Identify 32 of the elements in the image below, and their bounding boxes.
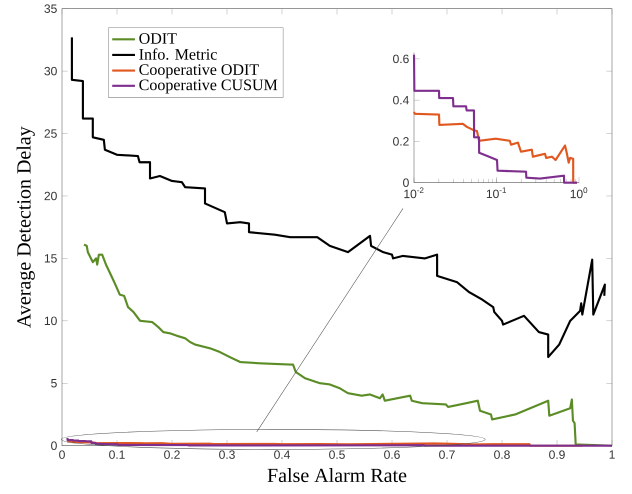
y-tick-label: 15: [44, 254, 57, 263]
y-tick-label: 25: [44, 129, 57, 138]
x-tick-label: 0.2: [164, 450, 180, 460]
x-tick-label: 10$^{-1}$: [486, 188, 506, 198]
x-tick-label: 10$^{-2}$: [404, 188, 424, 198]
y-tick-label: 30: [44, 67, 57, 76]
y-tick-label: 0.4: [393, 96, 409, 105]
x-tick-label: 0.4: [274, 450, 290, 460]
x-tick-label: 0.1: [109, 450, 125, 460]
x-axis-title: False Alarm Rate: [268, 468, 406, 482]
x-tick-label: 0: [59, 450, 65, 460]
legend-label: Info. Metric: [139, 48, 217, 60]
y-tick-label: 10: [44, 316, 57, 326]
y-axis-title: Average Detection Delay: [16, 126, 35, 328]
legend-label: Cooperative CUSUM: [139, 80, 278, 94]
y-tick-label: 5: [51, 379, 57, 388]
y-tick-label: 20: [44, 192, 57, 200]
x-tick-label: 10$^{0}$: [570, 188, 588, 198]
x-tick-label: 0.8: [494, 450, 510, 460]
x-tick-label: 0.7: [439, 450, 455, 460]
y-tick-label: 0.6: [393, 54, 409, 64]
y-tick-label: 0.2: [393, 137, 409, 146]
legend-label: Cooperative ODIT: [139, 64, 259, 78]
x-tick-label: 0.6: [384, 450, 400, 460]
legend-label: ODIT: [139, 33, 177, 44]
y-tick-label: 0: [51, 442, 57, 450]
y-tick-label: 35: [44, 4, 57, 14]
x-tick-label: 0.5: [329, 450, 345, 460]
y-tick-label: 0: [403, 178, 409, 188]
x-tick-label: 1: [610, 450, 615, 459]
x-tick-label: 0.9: [549, 450, 565, 460]
x-tick-label: 0.3: [219, 450, 235, 460]
